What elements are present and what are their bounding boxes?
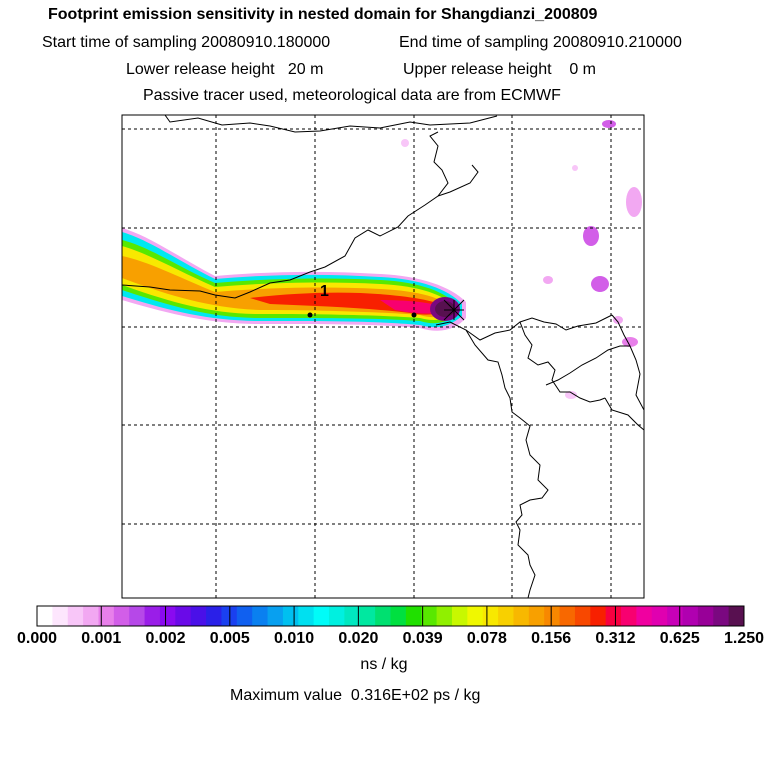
colorbar-swatch [682,606,699,626]
colorbar-swatch [359,606,376,626]
end-time-label: End time of sampling 20080910.210000 [399,34,682,51]
plot-title: Footprint emission sensitivity in nested… [48,6,598,23]
colorbar-tick-label: 0.039 [402,630,443,647]
colorbar-swatch [83,606,99,626]
patch [572,165,578,171]
colorbar-swatch [728,606,745,626]
colorbar-swatch [421,606,438,626]
patch [583,226,599,246]
upper-release-height-label: Upper release height 0 m [403,61,596,78]
colorbar-swatch [574,606,591,626]
colorbar-swatch [113,606,130,626]
colorbar-swatch [636,606,653,626]
colorbar-tick-label: 0.312 [595,630,636,647]
patch [401,139,409,147]
colorbar-swatch [98,606,115,626]
colorbar-tick-label: 1.250 [723,630,765,647]
colorbar-swatch [713,606,730,626]
colorbar-swatch [206,606,222,626]
colorbar-swatch [252,606,269,626]
colorbar-tick-label: 0.002 [145,630,186,647]
colorbar-swatch [390,606,407,626]
colorbar-tick-label: 0.625 [659,630,700,647]
tracer-note: Passive tracer used, meteorological data… [143,87,561,104]
patch [626,187,642,217]
colorbar-tick-label: 0.020 [338,630,379,647]
colorbar-swatch [498,606,514,626]
patch [602,120,616,128]
colorbar-swatch [67,606,84,626]
colorbar-tick-label: 0.078 [466,630,507,647]
colorbar-swatch [236,606,253,626]
colorbar-swatch [482,606,499,626]
colorbar-swatch [651,606,668,626]
colorbar-swatch [175,606,192,626]
lower-release-height-label: Lower release height 20 m [126,61,324,78]
colorbar-tick-label: 0.005 [209,630,250,647]
colorbar-swatch [344,606,361,626]
colorbar-swatch [267,606,284,626]
map-frame [121,114,645,599]
colorbar-swatch [528,606,545,626]
colorbar-swatch [467,606,484,626]
receptor-point [307,312,313,318]
release-site-marker [443,299,465,321]
colorbar-swatch [190,606,207,626]
colorbar-swatch [144,606,161,626]
coastlines [122,115,644,598]
colorbar-swatch [667,606,684,626]
receptor-point [411,312,417,318]
patch [543,276,553,284]
colorbar-tick-label: 0.156 [531,630,572,647]
colorbar-swatch [375,606,391,626]
patch [565,391,577,399]
colorbar-tick-label: 0.000 [16,630,58,647]
colorbar-swatch [621,606,637,626]
colorbar-swatch [313,606,330,626]
colorbar-swatch [590,606,607,626]
colorbar-swatch [282,606,299,626]
patch [591,276,609,292]
colorbar-swatch [405,606,422,626]
colorbar-swatch [159,606,176,626]
patch [613,316,623,324]
colorbar-swatch [329,606,345,626]
colorbar-swatch [697,606,714,626]
colorbar-tick-label: 0.001 [81,630,122,647]
colorbar-swatch [544,606,561,626]
colorbar-swatch [436,606,453,626]
colorbar-swatch [559,606,576,626]
start-time-label: Start time of sampling 20080910.180000 [42,34,331,51]
colorbar-units: ns / kg [360,656,408,673]
graticule [122,115,644,598]
colorbar-swatch [298,606,315,626]
colorbar-swatch [451,606,468,626]
colorbar-swatch [37,606,53,626]
colorbar-swatch [129,606,146,626]
maximum-value-label: Maximum value 0.316E+02 ps / kg [230,687,481,704]
colorbar-tick-label: 0.010 [274,630,315,647]
marker-label: 1 [320,283,329,300]
colorbar-swatch [605,606,622,626]
colorbar-swatch [52,606,69,626]
colorbar-swatch [513,606,530,626]
